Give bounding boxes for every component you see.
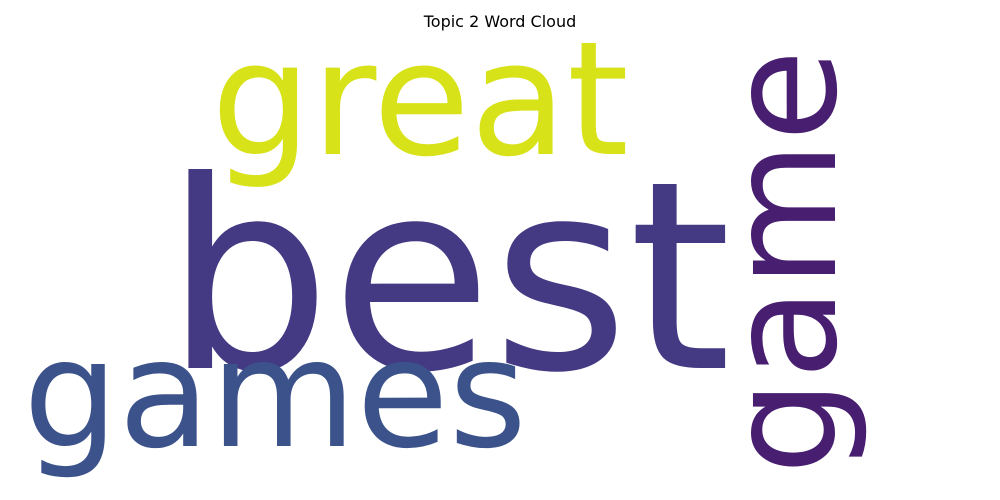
word-games: games bbox=[23, 308, 527, 482]
word-great: great bbox=[211, 8, 629, 192]
word-game: game bbox=[697, 49, 871, 475]
figure-title: Topic 2 Word Cloud bbox=[423, 12, 577, 31]
word-best: best bbox=[165, 125, 732, 430]
